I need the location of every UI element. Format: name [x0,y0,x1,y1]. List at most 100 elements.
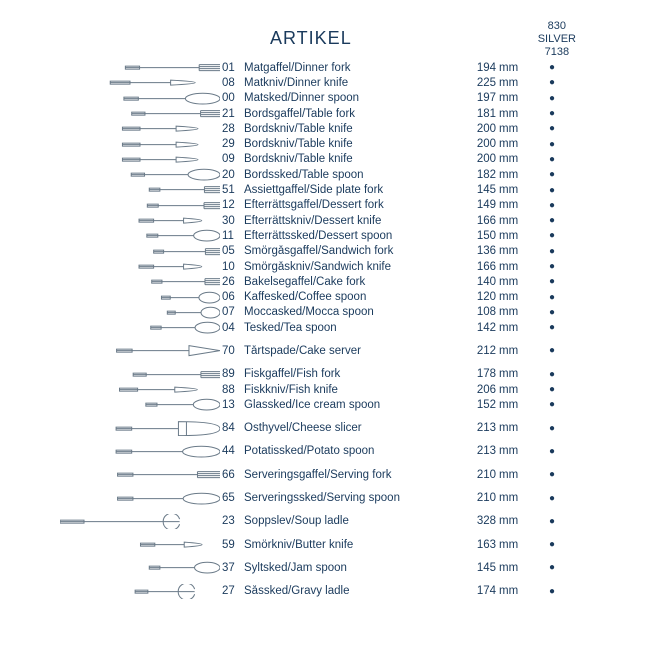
article-name: Bordskniv/Table knife [244,138,444,150]
unit-label: mm [496,108,527,120]
availability-dot: ● [527,261,577,272]
article-mm: 200 [444,153,496,165]
column-header: 830 SILVER 7138 [538,20,576,60]
article-code: 65 [222,492,244,504]
unit-label: mm [496,92,527,104]
table-row: 44Potatissked/Potato spoon213mm● [222,444,602,459]
unit-label: mm [496,169,527,181]
availability-dot: ● [527,108,577,119]
article-mm: 197 [444,92,496,104]
article-mm: 210 [444,469,496,481]
spoon-icon [60,290,220,305]
table-row: 05Smörgåsgaffel/Sandwich fork136mm● [222,244,602,259]
article-code: 44 [222,445,244,457]
knife-icon [60,121,220,136]
article-name: Bordskniv/Table knife [244,123,444,135]
knife-icon [60,259,220,274]
fork-icon [60,244,220,259]
knife-icon [60,137,220,152]
unit-label: mm [496,515,527,527]
availability-dot: ● [527,469,577,480]
slicer-icon [60,421,220,436]
spoon-icon [60,228,220,243]
table-row: 29Bordskniv/Table knife200mm● [222,136,602,151]
article-name: Syltsked/Jam spoon [244,562,444,574]
table-row: 12Efterrättsgaffel/Dessert fork149mm● [222,198,602,213]
table-row: 65Serveringssked/Serving spoon210mm● [222,490,602,505]
article-mm: 120 [444,291,496,303]
table-row: 00Matsked/Dinner spoon197mm● [222,91,602,106]
article-mm: 181 [444,108,496,120]
unit-label: mm [496,492,527,504]
unit-label: mm [496,345,527,357]
availability-dot: ● [527,246,577,257]
article-code: 26 [222,276,244,288]
table-row: 26Bakelsegaffel/Cake fork140mm● [222,274,602,289]
server-icon [60,343,220,358]
article-name: Tesked/Tea spoon [244,322,444,334]
availability-dot: ● [527,399,577,410]
article-mm: 149 [444,199,496,211]
table-row: 11Efterrättssked/Dessert spoon150mm● [222,228,602,243]
fork-icon [60,60,220,75]
availability-dot: ● [527,423,577,434]
article-name: Efterrättssked/Dessert spoon [244,230,444,242]
table-row: 08Matkniv/Dinner knife225mm● [222,75,602,90]
article-code: 13 [222,399,244,411]
availability-dot: ● [527,169,577,180]
spoon-icon [60,91,220,106]
unit-label: mm [496,399,527,411]
article-mm: 178 [444,368,496,380]
article-mm: 225 [444,77,496,89]
article-code: 10 [222,261,244,273]
article-mm: 328 [444,515,496,527]
article-code: 21 [222,108,244,120]
knife-icon [60,152,220,167]
table-row: 06Kaffesked/Coffee spoon120mm● [222,289,602,304]
article-name: Smörgåskniv/Sandwich knife [244,261,444,273]
unit-label: mm [496,306,527,318]
article-code: 05 [222,245,244,257]
article-name: Glassked/Ice cream spoon [244,399,444,411]
article-code: 12 [222,199,244,211]
article-name: Assiettgaffel/Side plate fork [244,184,444,196]
header-line-3: 7138 [538,46,576,59]
table-row: 30Efterrättskniv/Dessert knife166mm● [222,213,602,228]
article-mm: 212 [444,345,496,357]
article-name: Matsked/Dinner spoon [244,92,444,104]
knife-icon [60,537,220,552]
availability-dot: ● [527,307,577,318]
unit-label: mm [496,199,527,211]
table-row: 66Serveringsgaffel/Serving fork210mm● [222,467,602,482]
article-mm: 150 [444,230,496,242]
unit-label: mm [496,276,527,288]
availability-dot: ● [527,539,577,550]
article-code: 29 [222,138,244,150]
table-row: 28Bordskniv/Table knife200mm● [222,121,602,136]
table-row: 37Syltsked/Jam spoon145mm● [222,560,602,575]
page-title: ARTIKEL [270,28,352,49]
table-row: 20Bordssked/Table spoon182mm● [222,167,602,182]
unit-label: mm [496,153,527,165]
unit-label: mm [496,230,527,242]
article-mm: 108 [444,306,496,318]
article-name: Tårtspade/Cake server [244,345,444,357]
article-mm: 194 [444,62,496,74]
article-code: 09 [222,153,244,165]
article-code: 07 [222,306,244,318]
header-line-1: 830 [538,20,576,33]
spoon-icon [60,320,220,335]
article-mm: 200 [444,123,496,135]
availability-dot: ● [527,77,577,88]
availability-dot: ● [527,215,577,226]
unit-label: mm [496,585,527,597]
article-mm: 152 [444,399,496,411]
unit-label: mm [496,291,527,303]
article-name: Bordskniv/Table knife [244,153,444,165]
page: ARTIKEL 830 SILVER 7138 [0,0,671,671]
table-row: 70Tårtspade/Cake server212mm● [222,343,602,358]
fork-icon [60,106,220,121]
unit-label: mm [496,539,527,551]
spoon-icon [60,444,220,459]
unit-label: mm [496,62,527,74]
